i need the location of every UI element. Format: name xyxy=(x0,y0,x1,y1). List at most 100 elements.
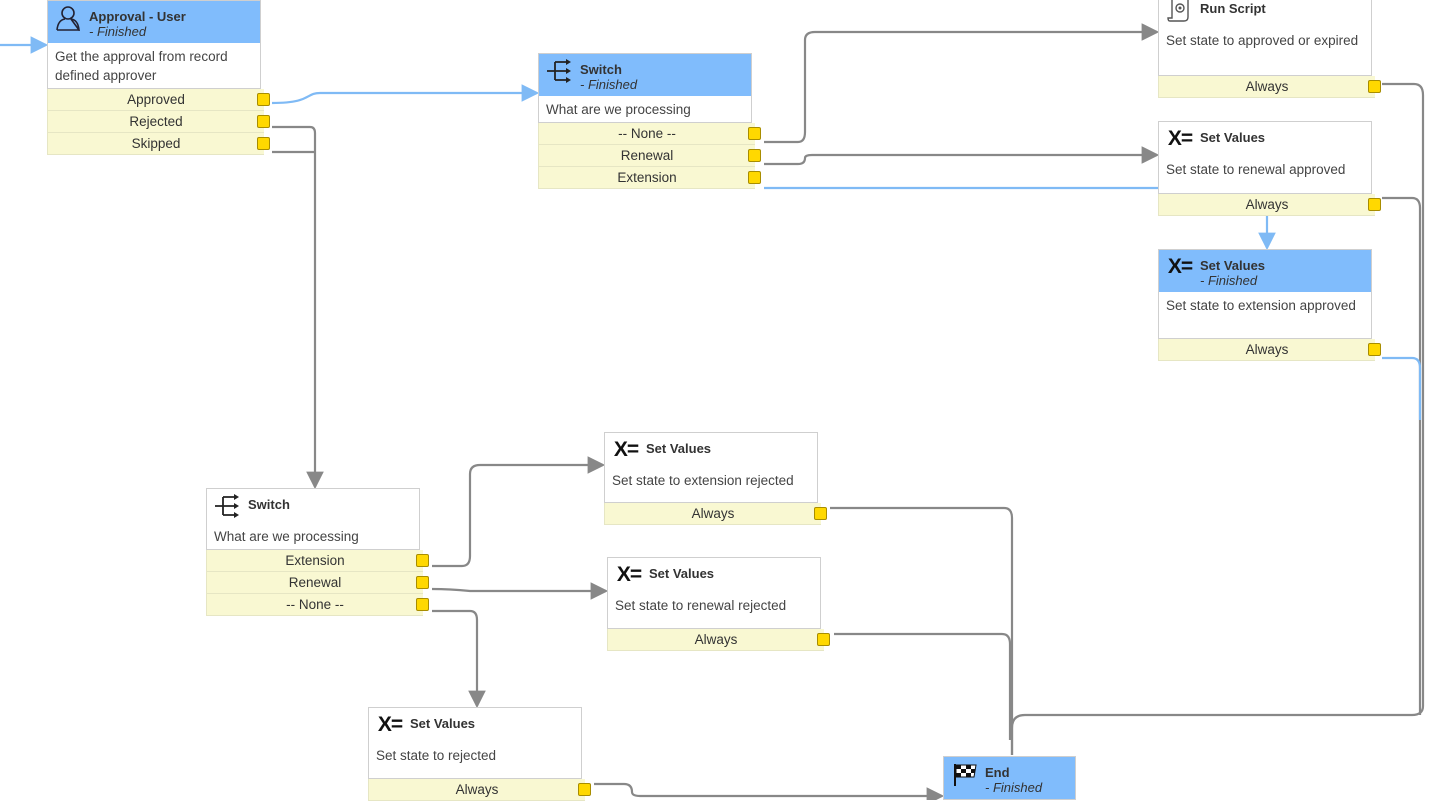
wire-renewal-1 xyxy=(764,146,1160,166)
condition-row[interactable]: Always xyxy=(1158,339,1381,361)
connector-port[interactable] xyxy=(748,171,761,184)
activity-end[interactable]: End - Finished xyxy=(943,756,1076,800)
activity-header[interactable]: End - Finished xyxy=(944,757,1075,799)
condition-row[interactable]: Skipped xyxy=(47,133,270,155)
condition-row[interactable]: Always xyxy=(604,503,827,525)
condition-row[interactable]: Approved xyxy=(47,89,270,111)
activity-description: Set state to renewal approved xyxy=(1166,162,1346,177)
condition-row[interactable]: -- None -- xyxy=(206,594,429,616)
activity-header[interactable]: X= Set Values xyxy=(608,558,820,592)
condition-label: Always xyxy=(1245,79,1289,94)
activity-header[interactable]: X= Set Values xyxy=(1159,122,1371,156)
activity-title: Set Values xyxy=(649,566,715,581)
activity-approval-user[interactable]: Approval - User - Finished Get the appro… xyxy=(47,0,270,155)
condition-row[interactable]: Always xyxy=(1158,194,1381,216)
activity-header[interactable]: Switch - Finished xyxy=(539,54,751,96)
connector-port[interactable] xyxy=(578,783,591,796)
condition-label: Renewal xyxy=(288,575,342,590)
activity-title: Set Values xyxy=(1200,130,1266,145)
condition-row[interactable]: Renewal xyxy=(538,145,761,167)
activity-card[interactable]: Run Script Set state to approved or expi… xyxy=(1158,0,1372,76)
activity-description: Set state to extension rejected xyxy=(612,473,794,488)
condition-row[interactable]: Rejected xyxy=(47,111,270,133)
activity-header[interactable]: X= Set Values xyxy=(369,708,581,742)
activity-card[interactable]: X= Set Values - Finished Set state to ex… xyxy=(1158,249,1372,339)
activity-card[interactable]: Switch - Finished What are we processing xyxy=(538,53,752,123)
condition-label: Extension xyxy=(285,553,345,568)
condition-row[interactable]: -- None -- xyxy=(538,123,761,145)
activity-set-values-extension-approved[interactable]: X= Set Values - Finished Set state to ex… xyxy=(1158,249,1381,361)
wire-approved xyxy=(271,84,540,105)
condition-label: Always xyxy=(1245,197,1289,212)
wire-rejected xyxy=(272,125,324,490)
activity-card[interactable]: End - Finished xyxy=(943,756,1076,800)
connector-port[interactable] xyxy=(257,137,270,150)
condition-row[interactable]: Always xyxy=(1158,76,1381,98)
activity-card[interactable]: Approval - User - Finished Get the appro… xyxy=(47,0,261,89)
activity-status: - Finished xyxy=(1200,273,1258,288)
wire-none-1 xyxy=(764,23,1160,144)
activity-header[interactable]: Switch xyxy=(207,489,419,523)
condition-row[interactable]: Renewal xyxy=(206,572,429,594)
wire-rejected-always xyxy=(594,782,945,800)
activity-description: What are we processing xyxy=(214,529,359,544)
activity-title: End xyxy=(985,765,1010,780)
activity-card[interactable]: X= Set Values Set state to renewal appro… xyxy=(1158,121,1372,194)
script-icon xyxy=(1166,0,1194,23)
activity-header[interactable]: Run Script xyxy=(1159,0,1371,27)
connector-port[interactable] xyxy=(748,149,761,162)
condition-label: Extension xyxy=(617,170,677,185)
connector-port[interactable] xyxy=(416,576,429,589)
activity-description: Set state to extension approved xyxy=(1166,298,1356,313)
activity-switch-2[interactable]: Switch What are we processing Extension R… xyxy=(206,488,429,616)
activity-title: Approval - User xyxy=(89,9,186,24)
wire-extension-2 xyxy=(432,456,606,568)
activity-set-values-renewal-approved[interactable]: X= Set Values Set state to renewal appro… xyxy=(1158,121,1381,216)
connector-port[interactable] xyxy=(416,598,429,611)
condition-row[interactable]: Always xyxy=(368,779,591,801)
switch-icon xyxy=(546,58,574,84)
wire-none-2 xyxy=(432,609,486,709)
condition-row[interactable]: Always xyxy=(607,629,830,651)
condition-label: Approved xyxy=(127,92,185,107)
connector-port[interactable] xyxy=(416,554,429,567)
condition-row[interactable]: Extension xyxy=(206,550,429,572)
activity-set-values-renewal-rejected[interactable]: X= Set Values Set state to renewal rejec… xyxy=(607,557,830,651)
activity-status: - Finished xyxy=(985,780,1043,795)
activity-switch-1[interactable]: Switch - Finished What are we processing… xyxy=(538,53,761,189)
connector-port[interactable] xyxy=(1368,80,1381,93)
connector-port[interactable] xyxy=(257,93,270,106)
activity-set-values-rejected[interactable]: X= Set Values Set state to rejected Alwa… xyxy=(368,707,591,801)
connector-port[interactable] xyxy=(1368,198,1381,211)
activity-card[interactable]: Switch What are we processing xyxy=(206,488,420,550)
connector-port[interactable] xyxy=(817,633,830,646)
set-values-icon: X= xyxy=(1167,127,1193,150)
activity-card[interactable]: X= Set Values Set state to rejected xyxy=(368,707,582,779)
connector-port[interactable] xyxy=(257,115,270,128)
activity-description: What are we processing xyxy=(546,102,691,117)
activity-header[interactable]: X= Set Values xyxy=(605,433,817,467)
activity-header[interactable]: X= Set Values - Finished xyxy=(1159,250,1371,292)
checkered-flag-icon xyxy=(951,761,979,787)
condition-label: -- None -- xyxy=(618,126,676,141)
activity-run-script[interactable]: Run Script Set state to approved or expi… xyxy=(1158,0,1381,98)
wire-ext-approved-always xyxy=(1382,356,1422,420)
activity-title: Set Values xyxy=(1200,258,1266,273)
connector-port[interactable] xyxy=(814,507,827,520)
activity-header[interactable]: Approval - User - Finished xyxy=(48,1,260,43)
condition-label: Always xyxy=(691,506,735,521)
connector-port[interactable] xyxy=(1368,343,1381,356)
activity-card[interactable]: X= Set Values Set state to renewal rejec… xyxy=(607,557,821,629)
activity-set-values-extension-rejected[interactable]: X= Set Values Set state to extension rej… xyxy=(604,432,827,525)
condition-label: Always xyxy=(694,632,738,647)
activity-description: Set state to approved or expired xyxy=(1166,33,1359,48)
switch-icon xyxy=(214,493,242,519)
connector-port[interactable] xyxy=(748,127,761,140)
condition-label: Always xyxy=(1245,342,1289,357)
activity-title: Switch xyxy=(248,497,290,512)
condition-row[interactable]: Extension xyxy=(538,167,761,189)
activity-card[interactable]: X= Set Values Set state to extension rej… xyxy=(604,432,818,503)
user-icon xyxy=(55,5,83,31)
condition-label: Always xyxy=(455,782,499,797)
